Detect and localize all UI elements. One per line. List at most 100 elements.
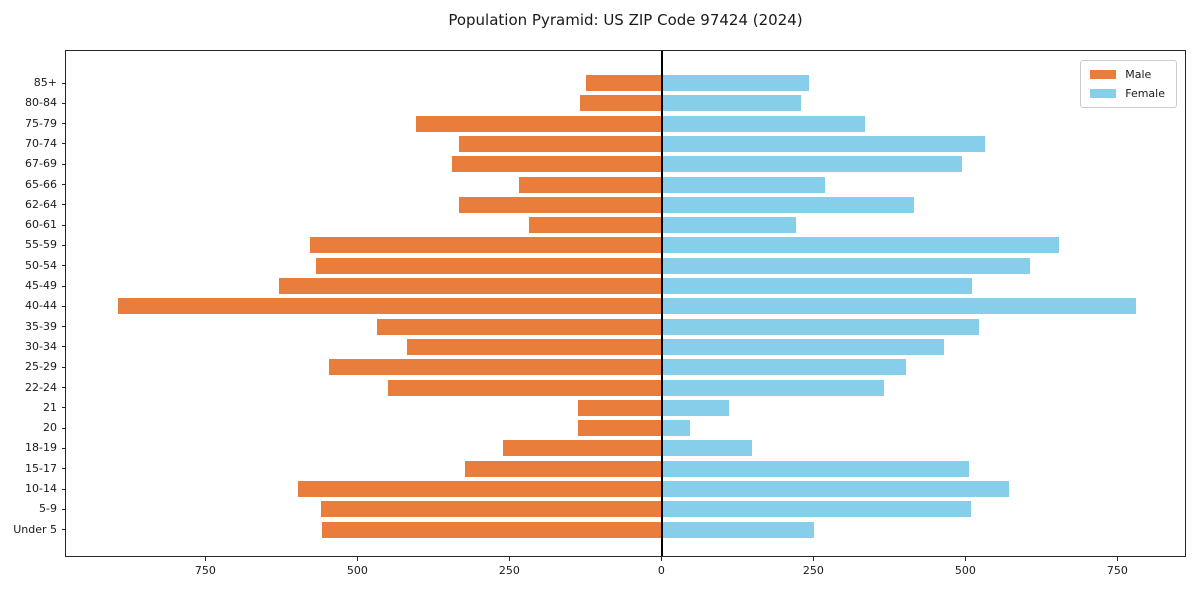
male-bar	[528, 217, 663, 234]
age-group-label: 45-49	[25, 279, 57, 292]
female-bar	[662, 379, 885, 396]
x-tick-mark	[205, 557, 207, 561]
male-bar	[451, 156, 663, 173]
pyramid-row: 75-79	[25, 115, 1185, 132]
male-bar	[278, 278, 663, 294]
y-tick-mark	[62, 508, 66, 510]
age-group-label: 18-19	[25, 441, 57, 455]
pyramid-row: 18-19	[25, 440, 1185, 457]
female-bar	[662, 196, 915, 213]
x-tick-mark	[357, 557, 359, 561]
pyramid-row: 80-84	[25, 95, 1185, 112]
x-tick-mark	[661, 557, 663, 561]
pyramid-row: 10-14	[25, 481, 1185, 497]
y-tick-mark	[62, 244, 66, 246]
age-group-label: 55-59	[25, 238, 57, 252]
male-bar	[458, 196, 663, 213]
y-tick-mark	[62, 265, 66, 267]
legend-male-swatch	[1090, 70, 1117, 79]
male-bar	[376, 318, 663, 335]
male-bar	[503, 440, 663, 457]
male-bar	[388, 379, 663, 396]
y-tick-mark	[62, 82, 66, 84]
age-group-label: 22-24	[25, 380, 57, 394]
female-bar	[662, 298, 1137, 315]
age-group-label: 15-17	[25, 461, 57, 475]
pyramid-row: 45-49	[25, 278, 1185, 294]
pyramid-row: 55-59	[25, 237, 1185, 254]
age-group-label: Under 5	[13, 522, 57, 536]
age-group-label: 50-54	[25, 258, 57, 272]
y-tick-mark	[62, 123, 66, 125]
y-tick-mark	[62, 427, 66, 429]
male-bar	[586, 75, 663, 91]
age-group-label: 20	[43, 421, 57, 435]
y-tick-mark	[62, 387, 66, 388]
female-bar	[662, 95, 801, 112]
x-tick-mark	[509, 557, 511, 561]
female-bar	[662, 278, 973, 294]
female-bar	[662, 237, 1059, 254]
y-tick-mark	[62, 224, 66, 226]
male-bar	[321, 501, 663, 518]
x-tick-label: 500	[954, 564, 976, 577]
legend-male-label: Male	[1125, 68, 1152, 81]
x-tick-label: 500	[346, 564, 368, 577]
male-bar	[322, 521, 663, 538]
male-bar	[519, 176, 663, 193]
x-tick-mark	[1117, 557, 1119, 561]
pyramid-row: 62-64	[25, 196, 1185, 213]
pyramid-row: 85+	[34, 75, 1185, 91]
pyramid-row: 35-39	[25, 318, 1185, 335]
pyramid-row: 5-9	[39, 501, 1185, 518]
legend-item-female: Female	[1090, 87, 1165, 100]
female-bar	[662, 156, 962, 173]
female-bar	[662, 481, 1009, 497]
chart-title: Population Pyramid: US ZIP Code 97424 (2…	[448, 11, 803, 29]
y-tick-mark	[62, 285, 66, 287]
age-group-label: 40-44	[25, 299, 57, 313]
female-bar	[662, 440, 752, 457]
y-tick-mark	[62, 447, 66, 449]
y-tick-mark	[62, 305, 66, 307]
male-bar	[416, 115, 663, 132]
y-tick-mark	[62, 184, 66, 185]
pyramid-row: 40-44	[25, 298, 1185, 315]
pyramid-row: 25-29	[25, 359, 1185, 376]
x-tick-label: 750	[1106, 564, 1128, 577]
age-group-label: 30-34	[25, 339, 57, 353]
male-bar	[580, 95, 663, 112]
x-tick-mark	[965, 557, 967, 561]
female-bar	[662, 420, 691, 437]
male-bar	[406, 338, 663, 355]
age-group-label: 21	[43, 400, 57, 414]
female-bar	[662, 501, 971, 518]
legend-female-swatch	[1090, 89, 1117, 98]
y-tick-mark	[62, 407, 66, 409]
y-tick-mark	[62, 346, 66, 348]
x-tick-label: 250	[802, 564, 824, 577]
pyramid-row: 67-69	[25, 156, 1185, 173]
legend-female-label: Female	[1125, 87, 1165, 100]
pyramid-row: Under 5	[13, 521, 1185, 538]
y-tick-mark	[62, 366, 66, 368]
pyramid-row: 60-61	[25, 217, 1185, 234]
pyramid-row: 65-66	[25, 176, 1185, 193]
female-bar	[662, 318, 980, 335]
pyramid-row: 30-34	[25, 338, 1185, 355]
age-group-label: 65-66	[25, 177, 57, 191]
male-bar	[577, 399, 663, 416]
male-bar	[329, 359, 663, 376]
female-bar	[662, 399, 729, 416]
pyramid-row: 70-74	[25, 135, 1185, 152]
pyramid-row: 21	[43, 399, 1185, 416]
age-group-label: 60-61	[25, 218, 57, 232]
age-group-label: 75-79	[25, 116, 57, 130]
zero-axis-line	[661, 51, 664, 556]
age-group-label: 35-39	[25, 319, 57, 333]
age-group-label: 67-69	[25, 157, 57, 171]
plot-area: 85+ 80-84 75-79 70-74 67-69 65-66 62-64 60-61 55…	[13, 50, 1186, 557]
pyramid-row: 20	[43, 420, 1185, 437]
female-bar	[662, 460, 970, 477]
